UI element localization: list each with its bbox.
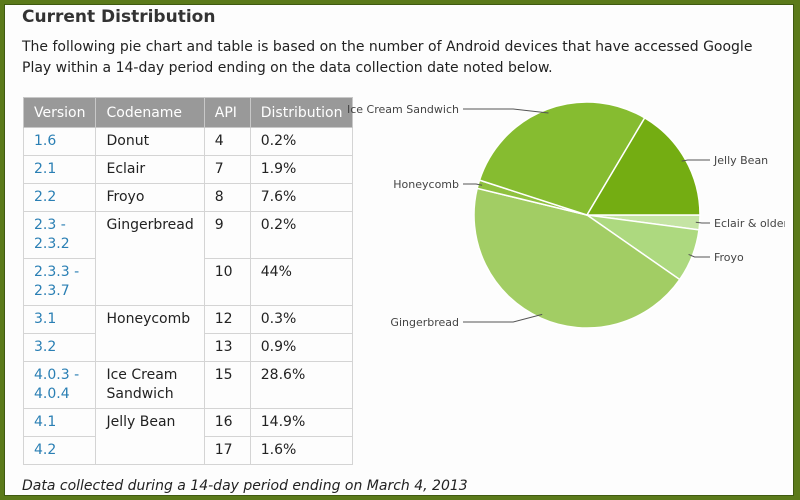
version-link[interactable]: 1.6 <box>34 133 57 149</box>
api-cell: 9 <box>203 211 251 259</box>
slice-label: Honeycomb <box>393 178 459 191</box>
distribution-cell: 1.9% <box>249 155 354 184</box>
codename-cell: Donut <box>95 127 205 156</box>
slice-label: Jelly Bean <box>713 154 768 167</box>
table-row: 2.3.3 - 2.3.7 10 44% <box>22 258 354 306</box>
header-version: Version <box>22 97 97 128</box>
distribution-cell: 28.6% <box>249 361 354 409</box>
version-cell: 4.1 <box>22 408 97 437</box>
api-cell: 8 <box>203 183 251 212</box>
distribution-cell: 44% <box>249 258 354 306</box>
api-cell: 12 <box>203 305 251 334</box>
leader-line <box>463 108 549 114</box>
page-frame: Current Distribution The following pie c… <box>4 4 794 496</box>
distribution-table: Version Codename API Distribution 1.6 Do… <box>22 97 354 465</box>
table-header-row: Version Codename API Distribution <box>22 97 354 128</box>
distribution-cell: 0.3% <box>249 305 354 334</box>
table-row: 2.1 Eclair 7 1.9% <box>22 155 354 184</box>
codename-cell: Gingerbread <box>95 211 205 306</box>
version-link[interactable]: 2.3.3 - 2.3.7 <box>34 264 80 299</box>
version-link[interactable]: 3.2 <box>34 339 57 355</box>
header-codename: Codename <box>95 97 205 128</box>
api-cell: 13 <box>203 333 251 362</box>
page-title: Current Distribution <box>22 7 216 27</box>
leader-line <box>695 221 710 224</box>
distribution-cell: 0.2% <box>249 127 354 156</box>
leader-line <box>688 253 710 258</box>
version-cell: 2.3.3 - 2.3.7 <box>22 258 97 306</box>
distribution-cell: 7.6% <box>249 183 354 212</box>
version-cell: 1.6 <box>22 127 97 156</box>
api-cell: 10 <box>203 258 251 306</box>
table-row: 4.2 17 1.6% <box>22 436 354 465</box>
table-row: 3.1 Honeycomb 12 0.3% <box>22 305 354 362</box>
slice-label: Froyo <box>714 251 744 264</box>
table-row: 4.0.3 - 4.0.4 Ice Cream Sandwich 15 28.6… <box>22 361 354 409</box>
leader-line <box>463 183 483 186</box>
slice-label: Ice Cream Sandwich <box>347 103 459 116</box>
version-cell: 4.2 <box>22 436 97 465</box>
version-cell: 2.2 <box>22 183 97 212</box>
api-cell: 17 <box>203 436 251 465</box>
distribution-pie-chart: Eclair & older Froyo Gingerbread Honeycomb I… <box>347 101 785 329</box>
api-cell: 16 <box>203 408 251 437</box>
codename-cell: Honeycomb <box>95 305 205 362</box>
pie-slice-jelly-bean <box>585 116 701 216</box>
codename-cell: Eclair <box>95 155 205 184</box>
pie-slice-gingerbread <box>473 187 681 329</box>
distribution-cell: 0.9% <box>249 333 354 362</box>
version-cell: 2.3 - 2.3.2 <box>22 211 97 259</box>
leader-line <box>463 313 543 323</box>
api-cell: 7 <box>203 155 251 184</box>
distribution-cell: 1.6% <box>249 436 354 465</box>
header-api: API <box>203 97 251 128</box>
footer-note: Data collected during a 14-day period en… <box>22 478 468 494</box>
codename-cell: Jelly Bean <box>95 408 205 465</box>
table-row: 1.6 Donut 4 0.2% <box>22 127 354 156</box>
version-link[interactable]: 2.1 <box>34 161 57 177</box>
header-distribution: Distribution <box>249 97 354 128</box>
version-cell: 3.2 <box>22 333 97 362</box>
version-link[interactable]: 2.2 <box>34 189 57 205</box>
version-link[interactable]: 4.2 <box>34 442 57 458</box>
api-cell: 15 <box>203 361 251 409</box>
version-link[interactable]: 2.3 - 2.3.2 <box>34 217 70 252</box>
slice-label: Gingerbread <box>390 316 459 329</box>
table-row: 3.2 13 0.9% <box>22 333 354 362</box>
version-cell: 4.0.3 - 4.0.4 <box>22 361 97 409</box>
table-row: 4.1 Jelly Bean 16 14.9% <box>22 408 354 465</box>
slice-label: Eclair & older <box>714 217 785 230</box>
distribution-cell: 14.9% <box>249 408 354 437</box>
version-link[interactable]: 3.1 <box>34 311 57 327</box>
distribution-cell: 0.2% <box>249 211 354 259</box>
codename-cell: Ice Cream Sandwich <box>95 361 205 409</box>
api-cell: 4 <box>203 127 251 156</box>
version-link[interactable]: 4.0.3 - 4.0.4 <box>34 367 80 402</box>
version-link[interactable]: 4.1 <box>34 414 57 430</box>
intro-text: The following pie chart and table is bas… <box>22 39 753 76</box>
table-row: 2.2 Froyo 8 7.6% <box>22 183 354 212</box>
version-cell: 2.1 <box>22 155 97 184</box>
table-row: 2.3 - 2.3.2 Gingerbread 9 0.2% <box>22 211 354 306</box>
version-cell: 3.1 <box>22 305 97 334</box>
leader-line <box>681 159 710 162</box>
codename-cell: Froyo <box>95 183 205 212</box>
